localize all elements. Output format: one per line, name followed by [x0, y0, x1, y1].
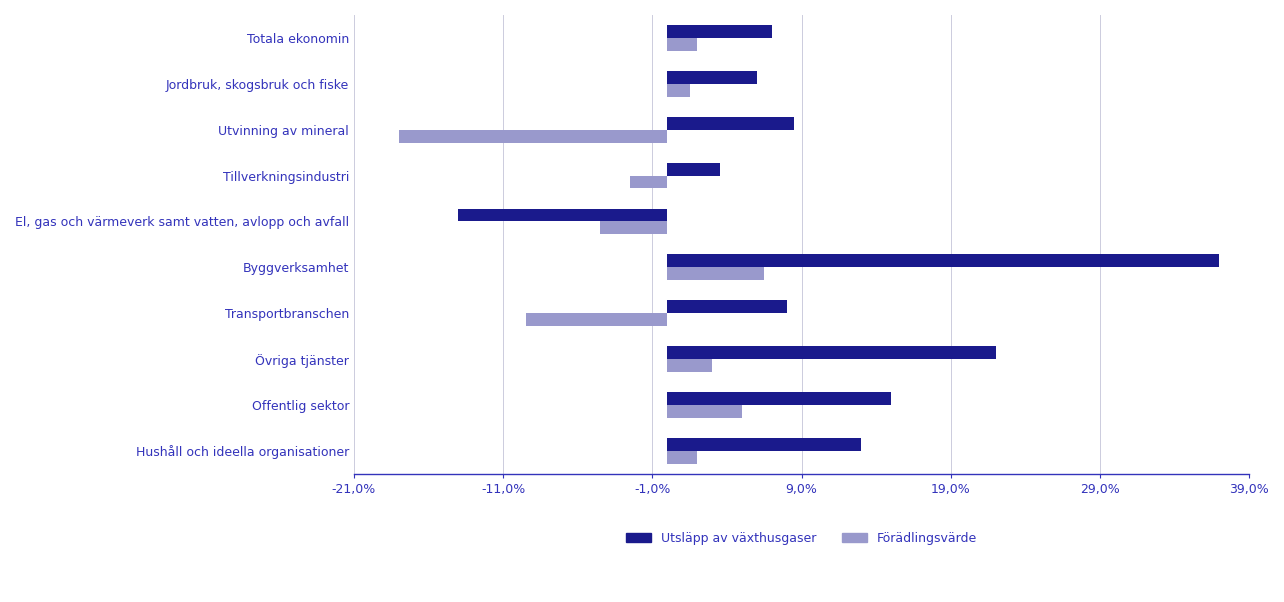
- Legend: Utsläpp av växthusgaser, Förädlingsvärde: Utsläpp av växthusgaser, Förädlingsvärde: [621, 527, 982, 550]
- Bar: [668, 71, 756, 84]
- Bar: [668, 163, 719, 176]
- Bar: [668, 300, 787, 313]
- Bar: [668, 255, 1220, 267]
- Bar: [458, 208, 668, 222]
- Bar: [668, 359, 713, 372]
- Bar: [668, 405, 742, 418]
- Bar: [668, 38, 697, 51]
- Bar: [600, 222, 668, 234]
- Bar: [668, 346, 995, 359]
- Bar: [668, 84, 690, 97]
- Bar: [668, 117, 794, 129]
- Bar: [668, 438, 862, 451]
- Bar: [668, 267, 764, 280]
- Bar: [668, 451, 697, 464]
- Bar: [630, 176, 668, 188]
- Bar: [399, 129, 668, 143]
- Bar: [668, 392, 891, 405]
- Bar: [668, 25, 772, 38]
- Bar: [525, 313, 668, 326]
